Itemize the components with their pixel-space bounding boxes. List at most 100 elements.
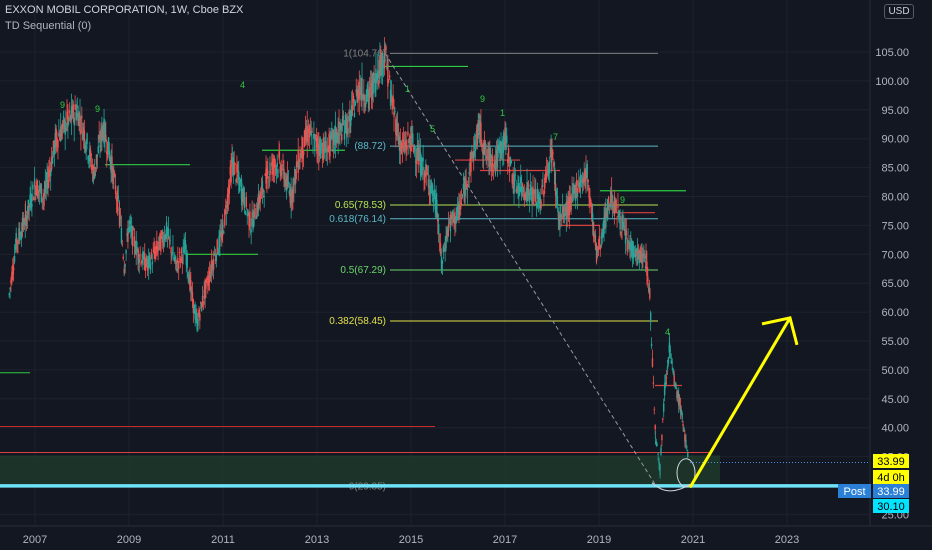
candle-body (683, 427, 685, 432)
candle-body (416, 144, 419, 161)
candle-body (256, 204, 259, 214)
candle-body (553, 162, 555, 167)
candle-body (507, 148, 510, 163)
candle-body (272, 158, 274, 175)
candle-body (184, 249, 186, 255)
candle-body (361, 77, 363, 102)
candle-body (159, 234, 161, 250)
candle-body (127, 232, 129, 242)
candle-body (682, 423, 684, 427)
candle-body (244, 210, 247, 215)
candle-body (377, 82, 379, 84)
candle-body (278, 150, 281, 159)
candle-body (173, 257, 175, 260)
candle-body (141, 260, 143, 264)
candle-body (228, 184, 231, 194)
price-tick-label: 55.00 (881, 336, 909, 348)
time-axis (0, 526, 932, 550)
candle-body (420, 157, 423, 176)
candle-body (598, 236, 601, 246)
candle-body (487, 146, 489, 148)
candle-body (332, 129, 334, 139)
candle-body (629, 243, 631, 251)
price-badge (873, 499, 909, 513)
candle-body (588, 189, 590, 198)
candle-body (610, 197, 612, 199)
currency-button[interactable]: USD (884, 4, 914, 19)
candle-body (568, 196, 571, 216)
candle-body (623, 225, 625, 228)
candle-body (30, 193, 32, 208)
candle-body (440, 257, 443, 271)
candle-body (113, 172, 115, 179)
candle-body (643, 253, 645, 257)
candle-body (207, 281, 209, 286)
candle-body (150, 252, 153, 258)
candle-body (656, 444, 658, 446)
candle-body (627, 240, 629, 243)
candle-body (172, 246, 174, 255)
candle-body (613, 195, 616, 216)
td-count-label: 1 (500, 108, 505, 118)
candle-body (186, 253, 188, 268)
candle-body (514, 174, 517, 176)
candle-body (365, 89, 368, 102)
candle-body (468, 171, 470, 175)
candle-body (313, 133, 315, 137)
candle-body (314, 134, 316, 150)
candle-body (76, 105, 78, 108)
candle-body (225, 211, 228, 213)
candle-body (154, 251, 156, 259)
candle-body (310, 130, 312, 137)
candle-body (302, 137, 304, 159)
candle-body (517, 183, 519, 188)
candle-body (37, 189, 40, 192)
candle-body (611, 205, 614, 209)
candle-body (368, 97, 370, 99)
candle-body (52, 140, 55, 152)
candle-body (109, 156, 111, 162)
candle-body (31, 203, 33, 207)
candle-body (515, 188, 517, 192)
candle-body (541, 185, 543, 195)
indicator-label[interactable]: TD Sequential (0) (5, 20, 92, 32)
candle-body (590, 200, 592, 205)
candle-body (422, 157, 424, 162)
candle-body (358, 82, 360, 99)
candle-body (254, 204, 256, 207)
candle-body (277, 170, 279, 172)
candle-body (307, 129, 310, 133)
candle-body (276, 162, 278, 167)
candle-body (267, 170, 269, 175)
candle-body (497, 144, 500, 151)
candle-body (144, 253, 146, 271)
candle-body (60, 129, 63, 137)
candle-body (404, 142, 406, 146)
candle-body (350, 114, 352, 127)
candle-body (165, 221, 168, 236)
candle-body (458, 205, 460, 221)
candle-body (169, 240, 171, 241)
candle-body (120, 227, 123, 244)
candle-body (27, 199, 30, 215)
candle-body (236, 164, 238, 173)
candle-body (347, 128, 349, 134)
candle-body (447, 227, 449, 236)
candle-body (179, 258, 182, 263)
candle-body (140, 261, 142, 265)
candle-body (425, 164, 427, 172)
candle-body (251, 212, 253, 218)
candle-body (209, 273, 212, 279)
candle-body (336, 135, 338, 143)
candle-body (176, 268, 178, 272)
candle-body (581, 178, 584, 184)
candle-body (474, 148, 477, 151)
candle-body (104, 123, 106, 142)
candle-body (546, 171, 549, 173)
candle-body (149, 263, 152, 270)
candle-body (646, 261, 648, 276)
candle-body (233, 161, 235, 176)
candle-body (556, 196, 559, 205)
candle-body (371, 79, 374, 101)
